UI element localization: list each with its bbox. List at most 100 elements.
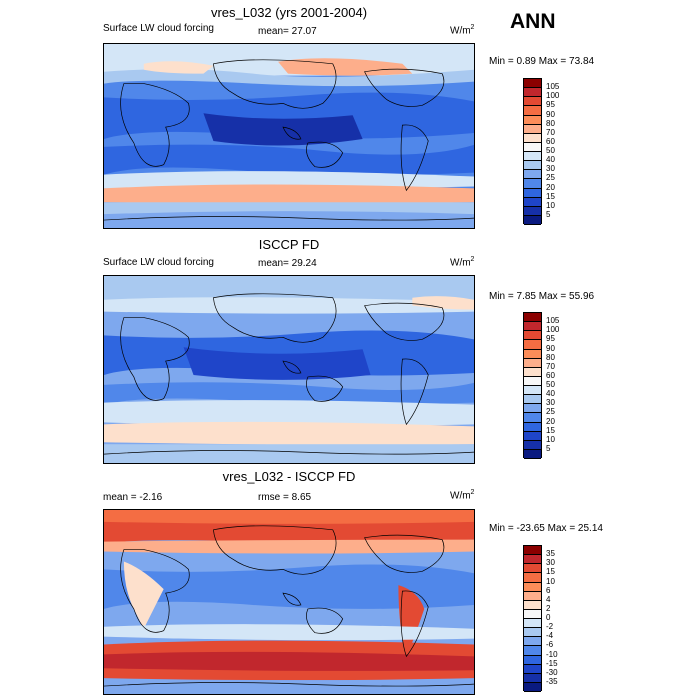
colorbar-tick-label: 100 [546, 325, 560, 335]
colorbar-tick-label: 80 [546, 352, 555, 362]
map-diff [103, 509, 475, 695]
panel-left-label: mean = -2.16 [103, 492, 163, 503]
colorbar-swatch [524, 206, 541, 216]
colorbar [523, 545, 542, 692]
panel-rmse: rmse = 8.65 [258, 492, 312, 503]
colorbar [523, 78, 542, 225]
colorbar-tick-label: 20 [546, 182, 555, 192]
map-model [103, 43, 475, 229]
colorbar-swatch [524, 115, 541, 125]
colorbar-swatch [524, 197, 541, 207]
colorbar-tick-label: -15 [546, 658, 558, 668]
colorbar-swatch [524, 628, 541, 638]
colorbar-swatch [524, 573, 541, 583]
colorbar-tick-label: 5 [546, 209, 551, 219]
colorbar-tick-label: 10 [546, 576, 555, 586]
colorbar-tick-label: 10 [546, 434, 555, 444]
colorbar-tick-label: 6 [546, 585, 551, 595]
colorbar-tick-label: 95 [546, 100, 555, 110]
panel-mean: mean= 29.24 [258, 258, 317, 269]
panel-left-label: Surface LW cloud forcing [103, 23, 214, 34]
colorbar-tick-label: 15 [546, 191, 555, 201]
colorbar-tick-label: 50 [546, 380, 555, 389]
colorbar-swatch [524, 133, 541, 143]
colorbar-swatch [524, 349, 541, 359]
colorbar-tick-label: -4 [546, 631, 554, 641]
colorbar-tick-label: 105 [546, 316, 560, 326]
colorbar-swatch [524, 179, 541, 189]
colorbar-swatch [524, 600, 541, 610]
colorbar-tick-label: 30 [546, 398, 555, 408]
colorbar-tick-label: 15 [546, 567, 555, 577]
colorbar-tick-label: 5 [546, 443, 551, 453]
colorbar-swatch [524, 646, 541, 656]
colorbar-swatch [524, 358, 541, 368]
colorbar-swatch [524, 367, 541, 377]
colorbar-swatch [524, 655, 541, 665]
colorbar-tick-label: 60 [546, 370, 555, 380]
colorbar-swatch [524, 591, 541, 601]
colorbar-tick-label: 70 [546, 361, 555, 371]
season-label: ANN [510, 10, 556, 33]
colorbar-tick-label: 40 [546, 155, 555, 165]
colorbar-tick-label: 0 [546, 613, 551, 622]
colorbar-swatch [524, 386, 541, 396]
colorbar-swatch [524, 97, 541, 107]
colorbar-tick-label: 20 [546, 416, 555, 426]
colorbar-tick-label: -2 [546, 622, 554, 632]
colorbar-tick-label: 10 [546, 200, 555, 210]
colorbar-swatch [524, 440, 541, 450]
colorbar-swatch [524, 637, 541, 647]
colorbar-swatch [524, 404, 541, 414]
colorbar-tick-label: 90 [546, 109, 555, 119]
colorbar-tick-label: 95 [546, 334, 555, 344]
panel-units: W/m2 [450, 489, 475, 502]
colorbar-swatch [524, 582, 541, 592]
colorbar-swatch [524, 215, 541, 225]
colorbar-tick-label: 30 [546, 558, 555, 568]
colorbar-swatch [524, 413, 541, 423]
colorbar-tick-label: 60 [546, 136, 555, 146]
panel-title: ISCCP FD [258, 237, 320, 252]
colorbar-tick-label: 30 [546, 164, 555, 174]
colorbar-swatch [524, 564, 541, 574]
colorbar-swatch [524, 449, 541, 459]
colorbar-swatch [524, 673, 541, 683]
colorbar-tick-label: 25 [546, 173, 555, 183]
panel-minmax: Min = 0.89 Max = 73.84 [489, 56, 595, 67]
panel-title: vres_L032 - ISCCP FD [222, 469, 356, 484]
colorbar-swatch [524, 546, 541, 556]
colorbar-swatch [524, 106, 541, 116]
colorbar [523, 312, 542, 459]
colorbar-swatch [524, 431, 541, 441]
colorbar-swatch [524, 124, 541, 134]
colorbar-swatch [524, 376, 541, 386]
colorbar-swatch [524, 152, 541, 162]
colorbar-swatch [524, 395, 541, 405]
colorbar-swatch [524, 313, 541, 323]
panel-mean: mean= 27.07 [258, 26, 317, 37]
colorbar-swatch [524, 619, 541, 629]
colorbar-swatch [524, 79, 541, 89]
map-obs [103, 275, 475, 464]
colorbar-swatch [524, 422, 541, 432]
panel-minmax: Min = -23.65 Max = 25.14 [489, 523, 603, 534]
colorbar-tick-label: 25 [546, 407, 555, 417]
colorbar-swatch [524, 609, 541, 619]
colorbar-tick-label: 2 [546, 603, 551, 613]
colorbar-tick-label: 105 [546, 82, 560, 92]
colorbar-swatch [524, 682, 541, 692]
contour-map [104, 510, 474, 694]
colorbar-tick-label: 50 [546, 146, 555, 155]
panel-units: W/m2 [450, 256, 475, 269]
colorbar-tick-label: -6 [546, 640, 554, 650]
panel-left-label: Surface LW cloud forcing [103, 257, 214, 268]
contour-map [104, 44, 474, 228]
colorbar-swatch [524, 88, 541, 98]
colorbar-swatch [524, 664, 541, 674]
colorbar-tick-label: 80 [546, 118, 555, 128]
colorbar-tick-label: 100 [546, 91, 560, 101]
colorbar-swatch [524, 555, 541, 565]
colorbar-swatch [524, 142, 541, 152]
colorbar-tick-label: -30 [546, 667, 558, 677]
